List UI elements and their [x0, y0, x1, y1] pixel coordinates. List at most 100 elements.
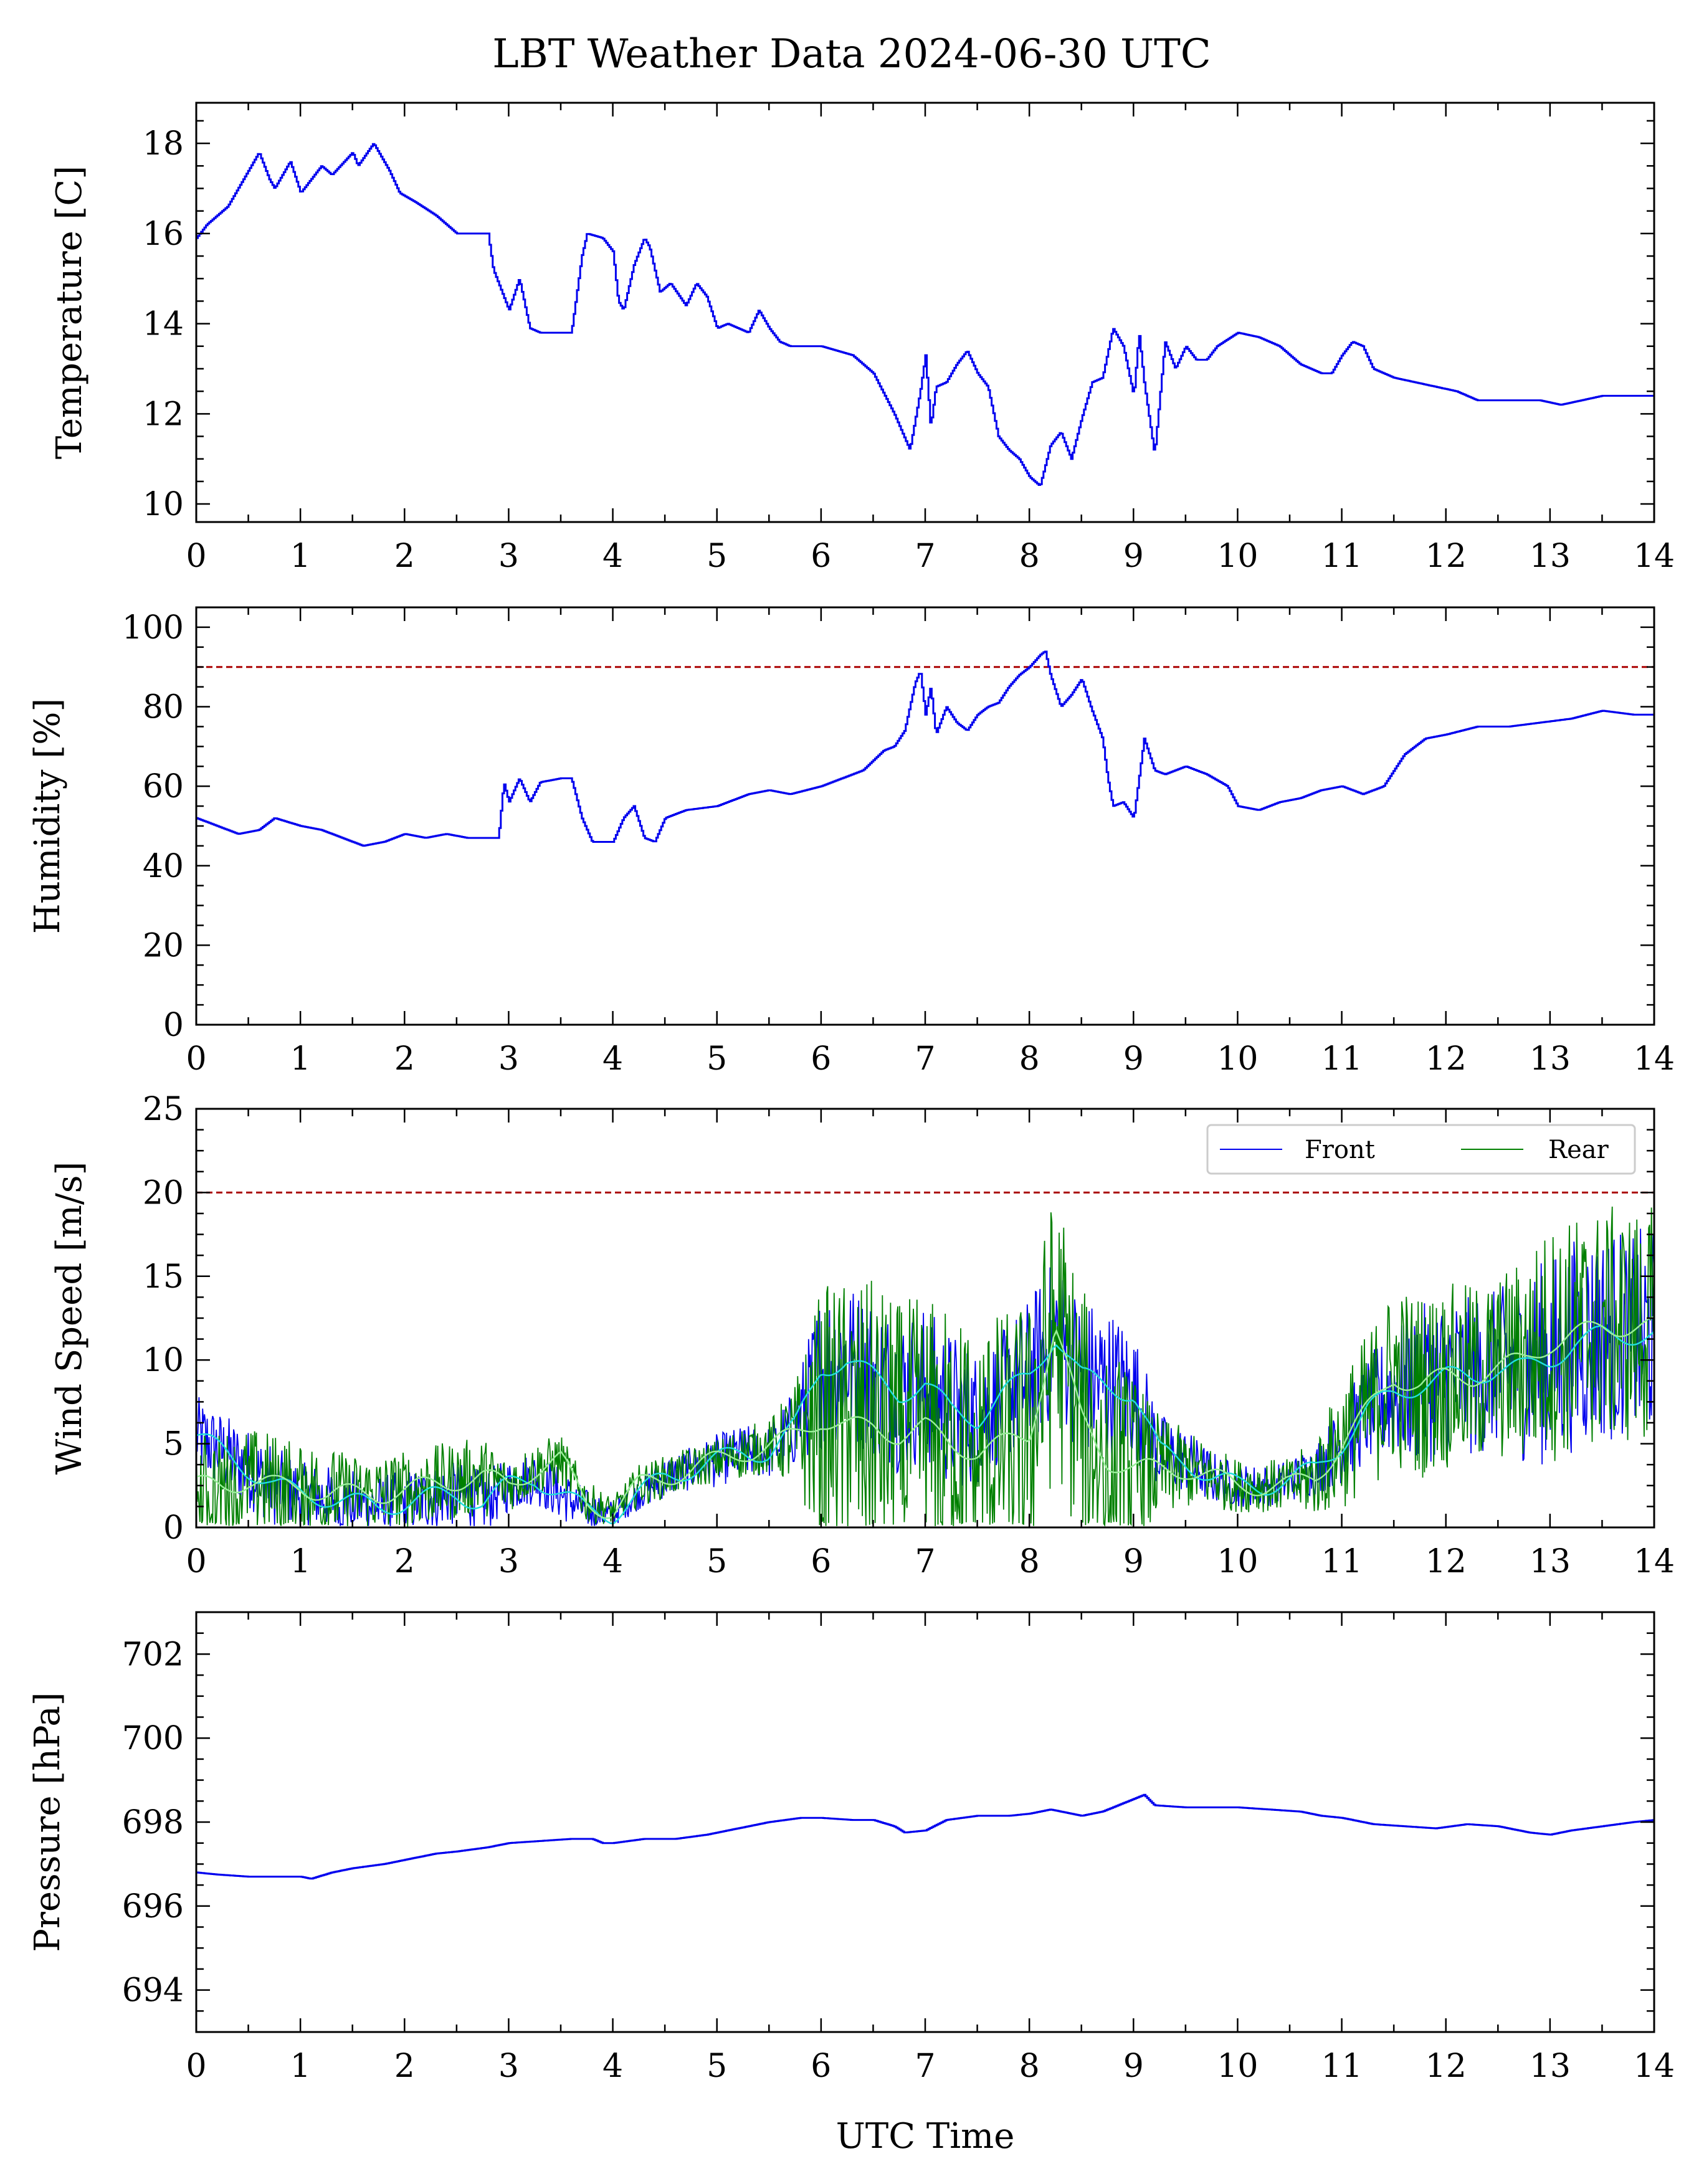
wind-speed-front-smoothed-line [196, 1325, 1654, 1525]
humidity-y-tick-label: 100 [122, 609, 184, 647]
humidity-x-tick-label: 6 [811, 1040, 831, 1078]
humidity-x-tick-label: 4 [602, 1040, 623, 1078]
temperature-panel: 0 1 2 3 4 5 6 7 8 9 10 11 12 13 141012141618Temperatur… [49, 102, 1675, 575]
humidity-y-axis-label: Humidity [%] [27, 698, 68, 934]
temperature-series-0-line [196, 143, 1654, 486]
humidity-x-tick-label: 5 [707, 1040, 727, 1078]
pressure-x-tick-label: 4 [602, 2048, 623, 2085]
wind-speed-x-tick-label: 7 [915, 1543, 935, 1580]
wind-speed-x-tick-label: 5 [707, 1543, 727, 1580]
humidity-x-tick-label: 12 [1426, 1040, 1467, 1078]
wind-speed-x-tick-label: 12 [1426, 1543, 1467, 1580]
temperature-y-tick-label: 14 [143, 306, 184, 343]
temperature-x-tick-label: 8 [1019, 538, 1040, 575]
pressure-x-tick-label: 10 [1217, 2048, 1258, 2085]
wind-speed-plot-area [196, 1191, 1654, 1527]
humidity-x-tick-label: 10 [1217, 1040, 1258, 1078]
x-axis-label: UTC Time [836, 2116, 1015, 2157]
humidity-x-tick-label: 3 [498, 1040, 519, 1078]
humidity-x-tick-label: 11 [1321, 1040, 1362, 1078]
temperature-x-tick-label: 6 [811, 538, 831, 575]
pressure-y-tick-label: 700 [122, 1720, 184, 1757]
wind-speed-y-tick-label: 25 [143, 1091, 184, 1128]
wind-speed-x-tick-label: 10 [1217, 1543, 1258, 1580]
pressure-x-tick-label: 9 [1123, 2048, 1144, 2085]
temperature-y-axis-label: Temperature [C] [49, 166, 90, 459]
humidity-plot-area [196, 650, 1654, 847]
wind-speed-x-tick-label: 8 [1019, 1543, 1040, 1580]
temperature-x-tick-label: 3 [498, 538, 519, 575]
pressure-x-tick-label: 1 [290, 2048, 311, 2085]
pressure-x-tick-label: 12 [1426, 2048, 1467, 2085]
pressure-y-tick-label: 702 [122, 1636, 184, 1673]
temperature-x-tick-label: 2 [394, 538, 415, 575]
pressure-y-tick-label: 694 [122, 1972, 184, 2010]
temperature-y-tick-label: 18 [143, 125, 184, 163]
pressure-frame [195, 1611, 1655, 2033]
temperature-plot-area [196, 143, 1654, 486]
temperature-x-tick-label: 9 [1123, 538, 1144, 575]
wind-speed-x-tick-label: 1 [290, 1543, 311, 1580]
pressure-x-tick-label: 13 [1530, 2048, 1571, 2085]
temperature-y-tick-label: 10 [143, 486, 184, 523]
temperature-frame [195, 102, 1655, 523]
figure-title: LBT Weather Data 2024-06-30 UTC [492, 31, 1211, 77]
wind-speed-x-tick-label: 14 [1634, 1543, 1675, 1580]
temperature-x-tick-label: 13 [1530, 538, 1571, 575]
temperature-x-tick-label: 4 [602, 538, 623, 575]
wind-speed-x-tick-label: 3 [498, 1543, 519, 1580]
wind-speed-x-tick-label: 4 [602, 1543, 623, 1580]
temperature-x-tick-label: 11 [1321, 538, 1362, 575]
pressure-y-tick-label: 696 [122, 1888, 184, 1925]
humidity-y-tick-label: 80 [143, 689, 184, 726]
humidity-x-tick-label: 1 [290, 1040, 311, 1078]
pressure-x-tick-label: 14 [1634, 2048, 1675, 2085]
pressure-x-tick-label: 6 [811, 2048, 831, 2085]
pressure-x-tick-label: 0 [186, 2048, 206, 2085]
humidity-frame [195, 606, 1655, 1026]
temperature-x-tick-label: 1 [290, 538, 311, 575]
wind-speed-y-tick-label: 10 [143, 1342, 184, 1379]
pressure-panel: 0 1 2 3 4 5 6 7 8 9 10 11 12 13 14694696698700702Press… [27, 1611, 1675, 2085]
temperature-x-tick-label: 14 [1634, 538, 1675, 575]
pressure-series-0-line [196, 1793, 1654, 1880]
pressure-plot-area [196, 1793, 1654, 1880]
wind-speed-y-tick-label: 20 [143, 1174, 184, 1212]
pressure-x-tick-label: 2 [394, 2048, 415, 2085]
humidity-x-tick-label: 13 [1530, 1040, 1571, 1078]
pressure-x-tick-label: 5 [707, 2048, 727, 2085]
wind-speed-x-tick-label: 0 [186, 1543, 206, 1580]
humidity-x-tick-label: 8 [1019, 1040, 1040, 1078]
humidity-y-tick-label: 40 [143, 848, 184, 885]
wind-speed-x-tick-label: 2 [394, 1543, 415, 1580]
pressure-x-tick-label: 11 [1321, 2048, 1362, 2085]
legend-box [1206, 1124, 1636, 1175]
pressure-y-axis-label: Pressure [hPa] [27, 1692, 68, 1952]
wind-speed-y-tick-label: 15 [143, 1258, 184, 1296]
pressure-x-tick-label: 8 [1019, 2048, 1040, 2085]
wind-speed-x-tick-label: 13 [1530, 1543, 1571, 1580]
wind-speed-y-tick-label: 0 [163, 1509, 184, 1547]
temperature-x-tick-label: 0 [186, 538, 206, 575]
temperature-x-tick-label: 12 [1426, 538, 1467, 575]
wind-speed-x-tick-label: 6 [811, 1543, 831, 1580]
wind-speed-y-tick-label: 5 [163, 1426, 184, 1463]
wind-speed-rear-raw-line [196, 1206, 1654, 1527]
wind-speed-rear-smoothed-line [196, 1316, 1654, 1519]
humidity-panel: 0 1 2 3 4 5 6 7 8 9 10 11 12 13 14020406080100Humidity… [27, 606, 1675, 1078]
pressure-x-tick-label: 3 [498, 2048, 519, 2085]
pressure-x-tick-label: 7 [915, 2048, 935, 2085]
humidity-series-0-line [196, 650, 1654, 847]
temperature-y-tick-label: 16 [143, 216, 184, 253]
wind-speed-x-tick-label: 9 [1123, 1543, 1144, 1580]
humidity-y-tick-label: 0 [163, 1007, 184, 1044]
wind-legend: Front Rear [1206, 1124, 1636, 1175]
humidity-x-tick-label: 0 [186, 1040, 206, 1078]
humidity-y-tick-label: 20 [143, 927, 184, 964]
pressure-y-tick-label: 698 [122, 1804, 184, 1841]
temperature-y-tick-label: 12 [143, 396, 184, 433]
humidity-x-tick-label: 9 [1123, 1040, 1144, 1078]
wind-speed-y-axis-label: Wind Speed [m/s] [49, 1162, 90, 1475]
